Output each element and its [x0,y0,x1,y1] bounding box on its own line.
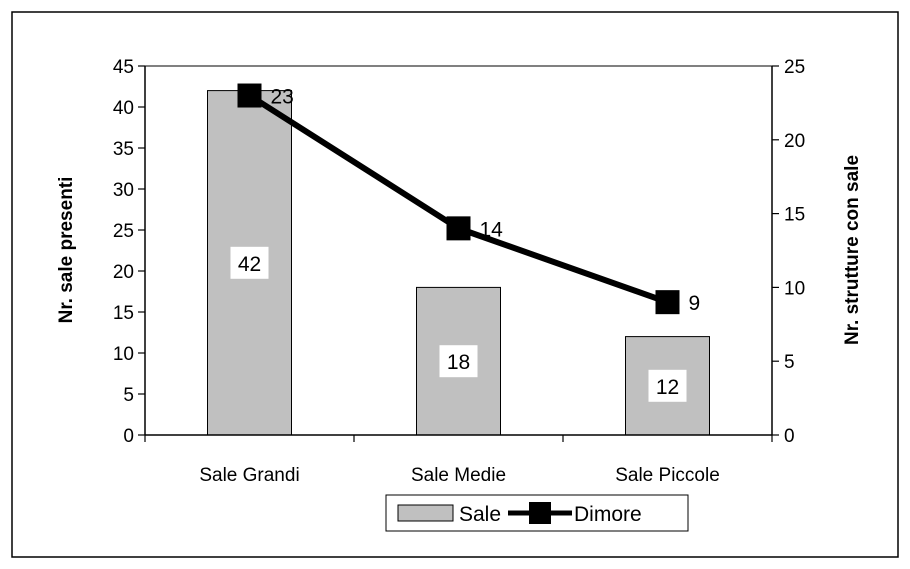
line-marker-2 [446,216,471,241]
y-left-tick-label-0: 0 [123,426,134,447]
y-left-tick-label-20: 20 [113,262,134,283]
y-left-tick-label-15: 15 [113,303,134,324]
line-value-label-1: 23 [271,86,294,109]
y-right-tick-label-5: 5 [784,352,795,373]
chart-frame [11,11,899,558]
bar-value-label-1: 42 [238,253,261,276]
legend-label-sale: Sale [459,503,501,526]
line-marker-1 [237,83,262,108]
bar-label-bg-1 [230,246,269,279]
y-axis-right-label: Nr. strutture con sale [842,155,863,345]
axes: 0 5 10 15 20 25 30 35 40 45 0 5 10 15 20 25 Sale Grandi S… [113,57,805,486]
x-category-label-2: Sale Medie [411,465,506,486]
legend-marker-dimore [529,502,551,524]
x-category-label-3: Sale Piccole [615,465,720,486]
y-right-tick-label-15: 15 [784,205,805,226]
y-right-tick-label-20: 20 [784,131,805,152]
y-left-tick-label-45: 45 [113,57,134,78]
bar-value-label-2: 18 [447,351,470,374]
line-series [237,83,680,315]
legend: Sale Dimore [385,494,689,532]
legend-swatch-sale [397,504,454,522]
y-right-tick-label-10: 10 [784,278,805,299]
y-left-tick-label-40: 40 [113,98,134,119]
data-labels: 42 18 12 23 14 9 [230,86,701,402]
y-left-tick-label-5: 5 [123,385,134,406]
bar-label-bg-3 [648,369,687,402]
y-right-tick-label-0: 0 [784,426,795,447]
x-category-label-1: Sale Grandi [199,465,299,486]
y-left-tick-label-25: 25 [113,221,134,242]
legend-label-dimore: Dimore [574,503,642,526]
y-left-tick-label-30: 30 [113,180,134,201]
y-left-tick-label-35: 35 [113,139,134,160]
line-marker-3 [655,290,680,315]
y-left-tick-label-10: 10 [113,344,134,365]
y-right-tick-label-25: 25 [784,57,805,78]
line-value-label-2: 14 [480,218,504,241]
line-value-label-3: 9 [689,292,701,315]
bar-value-label-3: 12 [656,376,679,399]
bar-label-bg-2 [439,345,478,378]
y-axis-left-label: Nr. sale presenti [56,177,77,324]
